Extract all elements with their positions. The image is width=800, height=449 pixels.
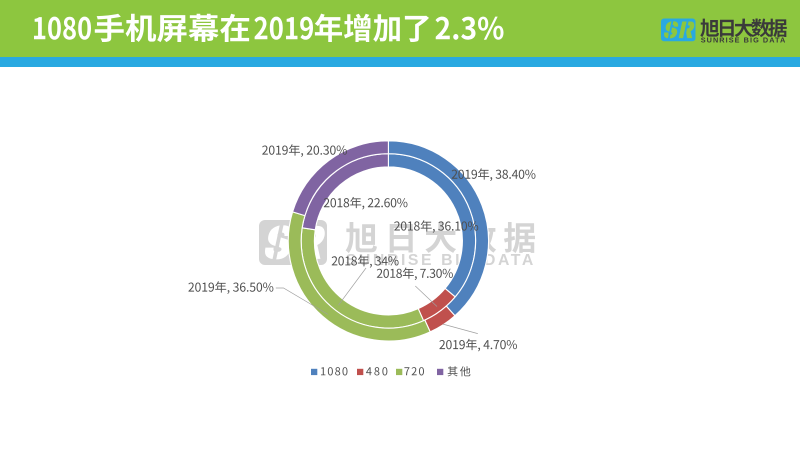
svg-text:SUNRISE BIG DATA: SUNRISE BIG DATA	[701, 35, 786, 44]
svg-text:SUNRISE BIG DATA: SUNRISE BIG DATA	[346, 252, 534, 269]
